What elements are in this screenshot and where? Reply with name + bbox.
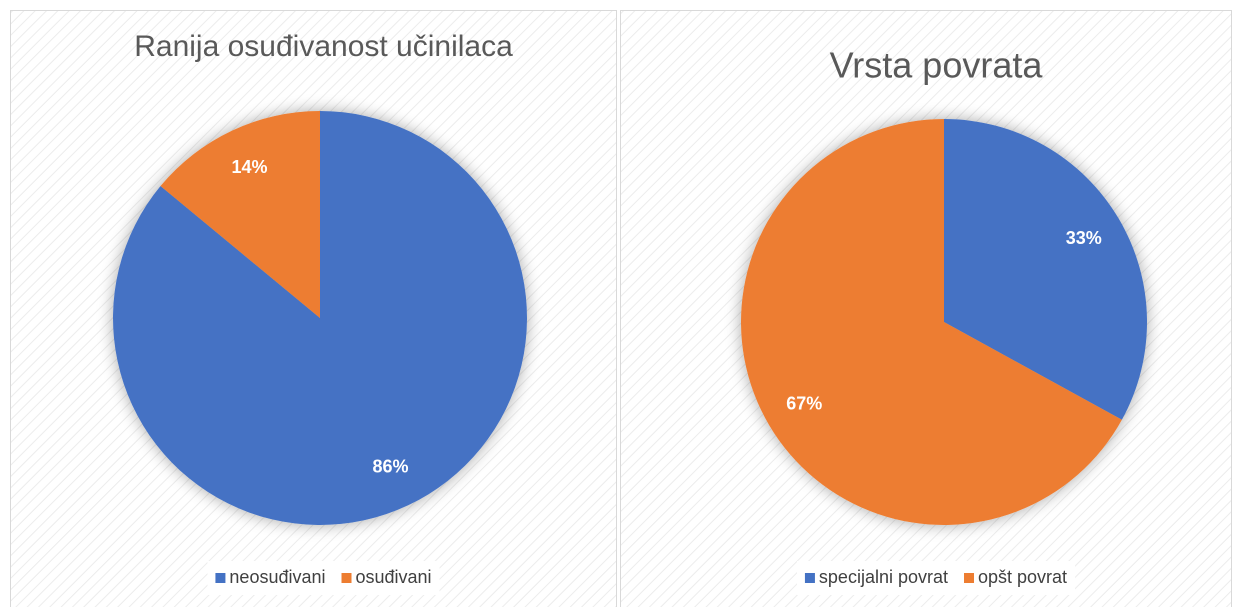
legend-label: neosuđivani xyxy=(229,567,325,587)
legend: neosuđivani osuđivani xyxy=(207,561,440,595)
pie-slice xyxy=(944,119,1147,420)
legend-box xyxy=(796,561,1076,595)
legend-swatch xyxy=(964,573,975,583)
legend-box xyxy=(207,561,440,595)
legend-swatch xyxy=(215,573,226,583)
legend-swatch xyxy=(341,573,352,583)
data-label: 33% xyxy=(1066,228,1102,248)
pie xyxy=(740,119,1147,526)
chart-title: Ranija osuđivanost učinilaca xyxy=(134,30,513,63)
legend-swatch xyxy=(804,573,815,583)
data-label: 86% xyxy=(372,457,408,477)
legend: specijalni povrat opšt povrat xyxy=(796,561,1076,595)
legend-label: specijalni povrat xyxy=(819,567,948,587)
legend-label: osuđivani xyxy=(356,567,432,587)
data-label: 67% xyxy=(786,393,822,413)
pie xyxy=(112,111,527,525)
chart-title: Vrsta povrata xyxy=(830,45,1044,86)
legend-label: opšt povrat xyxy=(978,567,1067,587)
pie-slice xyxy=(160,111,320,318)
pie-slice xyxy=(740,119,1122,526)
data-label: 14% xyxy=(231,157,267,177)
